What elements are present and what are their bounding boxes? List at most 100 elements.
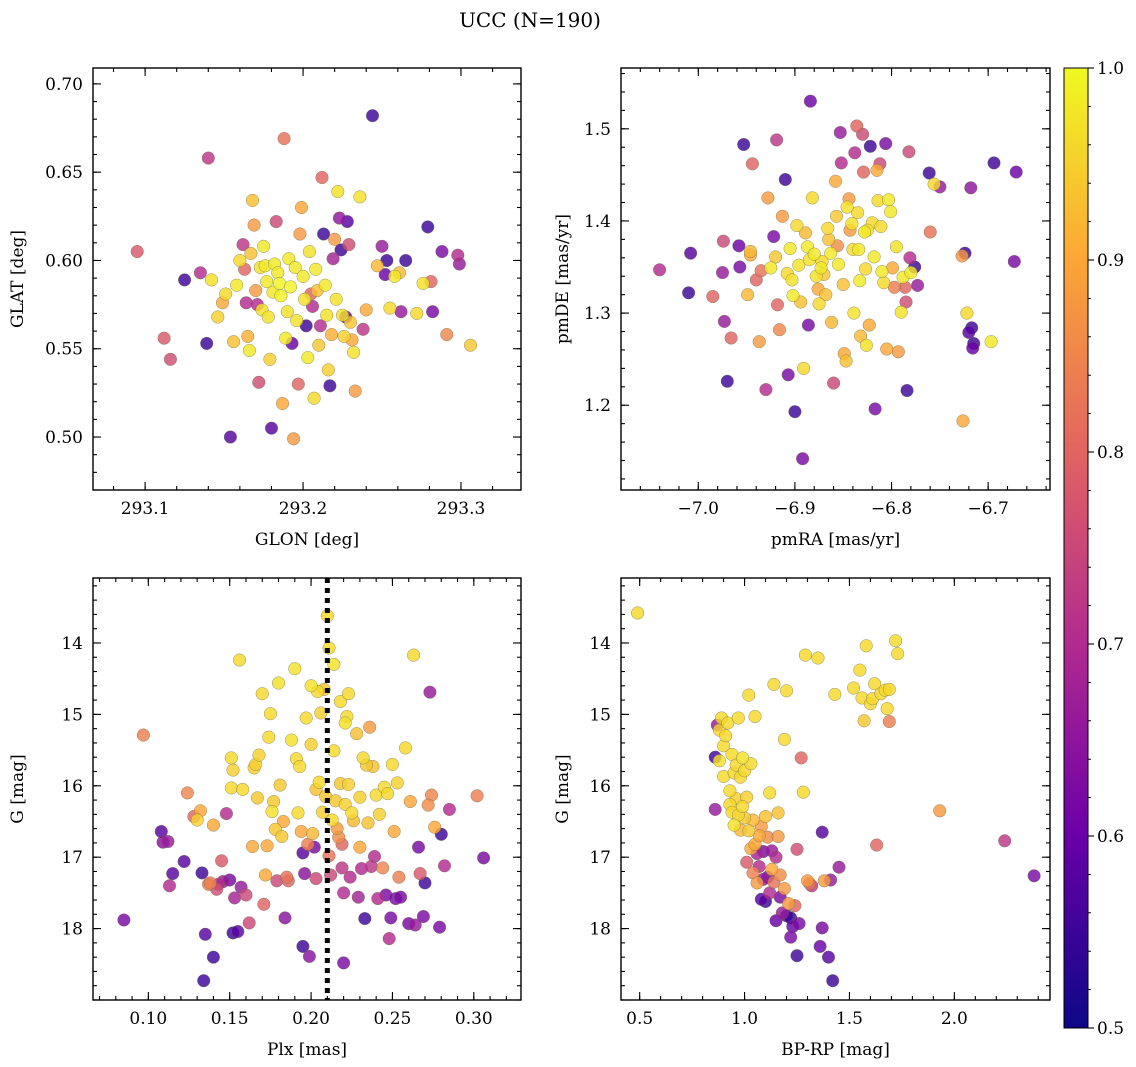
data-point [247,218,261,232]
data-point [383,301,397,315]
data-point [163,352,177,366]
data-point [884,205,898,219]
data-point [324,328,339,342]
data-point [824,246,838,260]
data-point [880,702,894,716]
data-point [288,662,302,676]
data-point [337,956,351,970]
scatter-points [631,606,1041,988]
x-axis-label: pmRA [mas/yr] [771,530,900,550]
data-point [882,193,896,207]
scatter-points [117,609,491,988]
y-tick-label: 0.60 [45,251,83,271]
data-point [193,266,207,280]
data-point [771,806,785,820]
data-point [298,867,312,881]
data-point [731,711,745,725]
data-point [356,751,370,765]
data-point [863,139,877,153]
data-point [315,170,329,185]
data-point [712,754,726,768]
data-point [828,687,842,701]
x-tick-label: −6.8 [871,499,912,519]
data-point [815,825,829,839]
data-point [348,384,362,398]
data-point [742,824,756,838]
data-point [782,897,796,911]
data-point [180,786,194,800]
panel-1: 293.1 293.2 293.3 0.50 0.55 0.60 0.65 0.70 GLON … [8,67,522,550]
x-tick-label: −7.0 [678,499,719,519]
data-point [769,850,783,864]
data-point [829,209,844,223]
data-point [796,452,810,466]
data-point [752,335,766,349]
data-point [801,318,815,332]
x-tick-label: 1.0 [731,1009,758,1029]
data-point [764,261,778,275]
y-tick-label: 18 [589,920,611,940]
data-point [850,119,864,133]
data-point [960,306,974,320]
data-point [732,239,746,253]
data-point [226,763,240,777]
y-tick-label: 1.4 [584,212,611,232]
data-point [361,816,375,830]
data-point [298,292,312,306]
data-point [737,137,751,152]
data-point [742,688,756,702]
y-tick-label: 18 [61,920,83,940]
data-point [783,242,797,256]
data-point [859,338,873,352]
data-point [815,921,829,935]
data-point [848,146,862,160]
y-axis-label: GLAT [deg] [8,230,28,328]
data-point [263,352,277,366]
plot-frame [620,67,1051,491]
data-point [317,227,331,241]
data-point [867,250,881,264]
data-point [790,219,804,233]
data-point [381,787,395,801]
data-point [407,648,421,662]
data-point [748,709,762,724]
x-tick-label: 0.10 [129,1009,167,1029]
data-point [817,874,831,888]
y-tick-label: 1.3 [584,304,611,324]
data-point [242,343,256,358]
x-tick-label: 2.0 [941,1009,968,1029]
data-point [309,872,323,886]
data-point [811,651,825,665]
data-point [870,163,884,177]
data-point [923,225,937,239]
data-point [337,886,351,900]
data-point [197,974,211,988]
data-point [870,838,884,852]
data-point [1027,869,1041,883]
data-point [845,217,859,231]
data-point [273,778,287,792]
data-point [839,354,853,368]
data-point [826,974,840,988]
data-point [889,240,903,254]
data-point [715,266,730,280]
y-axis-label: G [mag] [553,754,573,823]
data-point [390,776,404,790]
panel-2: −7.0 −6.9 −6.8 −6.7 1.2 1.3 1.4 1.5 pmRA [mas/yr… [553,67,1051,550]
data-point [962,325,976,339]
data-point [814,261,828,275]
y-tick-label: 17 [61,848,83,868]
data-point [387,824,401,839]
data-point [252,748,266,762]
y-tick-label: 17 [589,848,611,868]
data-point [195,866,209,880]
data-point [836,277,850,292]
data-point [309,262,323,276]
plot-frame [620,577,1051,1001]
data-point [337,329,351,343]
data-point [239,296,253,310]
data-point [394,305,408,319]
x-tick-label: 0.25 [374,1009,412,1029]
data-point [797,361,811,375]
